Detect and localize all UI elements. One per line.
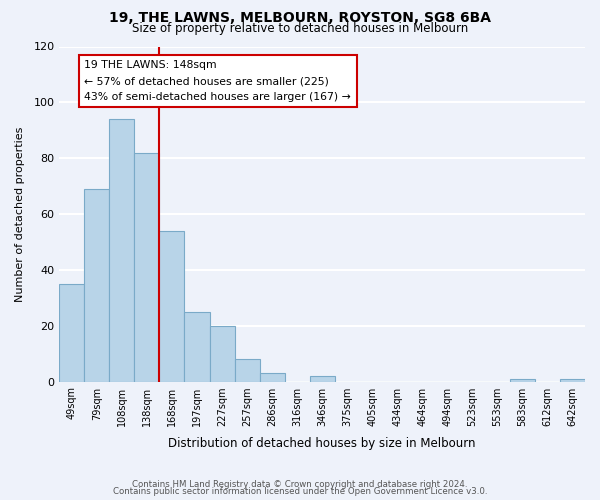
Bar [109, 119, 134, 382]
Bar [184, 312, 209, 382]
Y-axis label: Number of detached properties: Number of detached properties [15, 126, 25, 302]
Text: Contains HM Land Registry data © Crown copyright and database right 2024.: Contains HM Land Registry data © Crown c… [132, 480, 468, 489]
Bar [260, 373, 284, 382]
Text: 19, THE LAWNS, MELBOURN, ROYSTON, SG8 6BA: 19, THE LAWNS, MELBOURN, ROYSTON, SG8 6B… [109, 12, 491, 26]
Bar [310, 376, 335, 382]
Text: Contains public sector information licensed under the Open Government Licence v3: Contains public sector information licen… [113, 487, 487, 496]
Bar [134, 152, 160, 382]
Text: Size of property relative to detached houses in Melbourn: Size of property relative to detached ho… [132, 22, 468, 35]
Bar [85, 189, 109, 382]
Text: 19 THE LAWNS: 148sqm
← 57% of detached houses are smaller (225)
43% of semi-deta: 19 THE LAWNS: 148sqm ← 57% of detached h… [85, 60, 351, 102]
Bar [510, 378, 535, 382]
Bar [209, 326, 235, 382]
Bar [59, 284, 85, 382]
X-axis label: Distribution of detached houses by size in Melbourn: Distribution of detached houses by size … [169, 437, 476, 450]
Bar [235, 359, 260, 382]
Bar [160, 231, 184, 382]
Bar [560, 378, 585, 382]
